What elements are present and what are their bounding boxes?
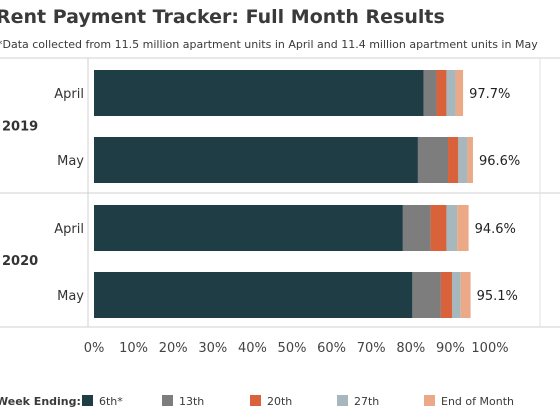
bar-segment (430, 205, 447, 251)
bar-segment (94, 137, 418, 183)
total-label: 94.6% (475, 222, 516, 237)
bar-segment (460, 272, 471, 318)
x-tick-label: 20% (159, 341, 188, 356)
legend-item-6th: 6th* (82, 395, 123, 408)
bar-segment (94, 70, 424, 116)
year-label: 2019 (2, 120, 38, 135)
bar-segment (448, 137, 459, 183)
x-tick-label: 50% (278, 341, 307, 356)
legend-label: 20th (267, 395, 293, 408)
bar-segment (458, 137, 468, 183)
legend-item-20th: 20th (250, 395, 292, 408)
month-label: April (54, 222, 84, 237)
bar-segment (412, 272, 441, 318)
x-tick-label: 0% (84, 341, 105, 356)
chart-subtitle: *Data collected from 11.5 million apartm… (0, 38, 538, 51)
legend-item-13th: 13th (162, 395, 204, 408)
legend-item-27th: 27th (337, 395, 379, 408)
month-label: May (57, 289, 84, 304)
bar-segment (440, 272, 452, 318)
legend: Week Ending: 6th* 13th 20th 27th End of … (0, 395, 560, 411)
legend-title: Week Ending: (0, 395, 81, 408)
legend-swatch (424, 395, 435, 406)
x-tick-label: 80% (396, 341, 425, 356)
x-tick-label: 100% (471, 341, 508, 356)
bar-segment (417, 137, 449, 183)
x-tick-label: 30% (198, 341, 227, 356)
legend-item-end-of-month: End of Month (424, 395, 514, 408)
bar-segment (467, 137, 473, 183)
total-label: 97.7% (469, 87, 510, 102)
bar-segment (94, 272, 413, 318)
total-label: 96.6% (479, 154, 520, 169)
legend-label: 6th* (99, 395, 123, 408)
legend-label: 27th (354, 395, 380, 408)
bar-segment (423, 70, 437, 116)
legend-swatch (337, 395, 348, 406)
legend-swatch (162, 395, 173, 406)
total-label: 95.1% (477, 289, 518, 304)
year-label: 2020 (2, 254, 38, 269)
legend-swatch (250, 395, 261, 406)
x-tick-label: 10% (119, 341, 148, 356)
stacked-bar-chart: 2019 April 97.7% May 96.6% 2020 April 94.6% May 9… (0, 57, 560, 356)
bar-segment (94, 205, 403, 251)
bar-segment (455, 70, 464, 116)
bar-segment (436, 70, 447, 116)
bar-segment (451, 272, 461, 318)
bar-segment (402, 205, 431, 251)
bar-segment (446, 205, 458, 251)
x-tick-label: 60% (317, 341, 346, 356)
x-tick-label: 70% (357, 341, 386, 356)
bar-segment (457, 205, 469, 251)
x-tick-label: 90% (436, 341, 465, 356)
month-label: April (54, 87, 84, 102)
legend-label: End of Month (441, 395, 514, 408)
legend-label: 13th (179, 395, 205, 408)
chart-title: Rent Payment Tracker: Full Month Results (0, 6, 445, 28)
month-label: May (57, 154, 84, 169)
bar-segment (446, 70, 456, 116)
legend-swatch (82, 395, 93, 406)
x-tick-label: 40% (238, 341, 267, 356)
